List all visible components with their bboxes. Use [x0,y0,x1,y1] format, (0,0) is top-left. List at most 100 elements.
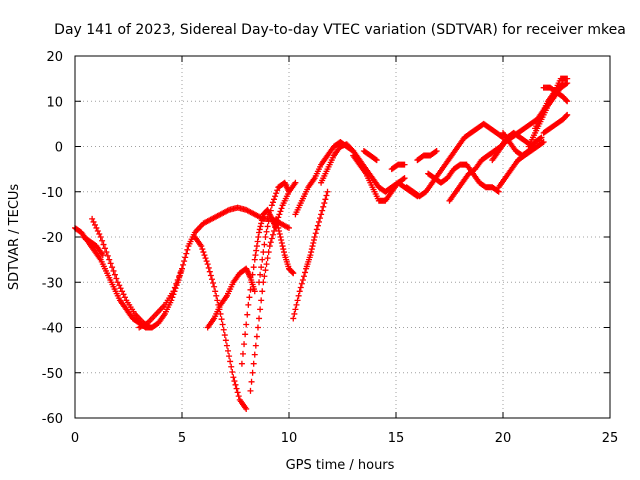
data-point [266,243,273,250]
data-point [278,205,285,212]
data-point [265,249,272,256]
data-point [263,228,270,235]
data-point [232,381,239,388]
data-point [286,224,292,231]
series-arc-20 [525,80,571,150]
data-point [253,333,260,340]
x-tick-label: 15 [388,431,405,446]
data-point [256,229,263,236]
data-point [104,252,111,259]
data-point [99,252,106,259]
data-point [249,271,256,278]
data-point [293,301,300,308]
y-axis-label: SDTVAR / TECUs [7,184,22,291]
data-point [202,255,209,262]
data-point [106,256,113,263]
data-point [280,246,287,253]
y-tick-labels: -60 -50 -40 -30 -20 -10 0 10 20 [42,50,63,427]
data-point [181,258,188,265]
data-point [252,342,259,349]
series-arc-9 [273,215,297,277]
series-arc-26 [360,148,380,164]
data-point [276,230,283,237]
data-point [537,135,544,142]
data-point [101,245,108,252]
data-point [262,267,269,274]
data-point [182,254,189,261]
data-point [229,368,236,375]
plot-frame [74,55,611,419]
y-tick-label: -50 [42,367,63,382]
y-tick-label: 10 [46,95,63,110]
data-point [312,230,319,237]
data-point [226,353,233,360]
data-point [264,223,271,230]
data-point [267,207,274,214]
data-point [286,188,292,195]
data-point [121,294,128,301]
data-point [170,288,177,295]
data-point [109,264,116,271]
series-arc-2 [89,215,153,331]
data-point [220,326,227,333]
data-point [246,294,253,301]
data-point [308,249,315,256]
data-point [238,360,245,367]
data-point [171,284,178,291]
data-point [253,247,260,254]
data-point [247,286,254,293]
data-point [228,363,235,370]
data-point [494,187,501,194]
data-point [275,224,282,231]
data-point [231,378,238,385]
data-point [289,269,296,276]
data-point [564,98,571,105]
y-tick-label: 20 [46,50,63,65]
data-point [258,220,265,227]
series-arc-27 [80,234,106,259]
data-point [254,324,261,331]
data-point [90,218,97,225]
series-arc-10 [290,188,331,322]
data-point [258,264,265,271]
data-point [539,139,546,146]
data-point [218,316,225,323]
data-point [210,280,217,287]
data-point [433,148,440,155]
data-point [222,337,229,344]
data-point [308,246,315,253]
data-point [110,267,117,274]
data-point [268,202,275,209]
data-point [97,234,104,240]
data-point [313,226,320,233]
data-point [201,252,208,259]
data-point [263,261,270,268]
data-point [235,393,242,400]
grid-lines [75,56,610,418]
data-point [183,250,190,257]
data-point [259,288,266,295]
data-point [119,288,126,295]
data-point [208,276,215,283]
data-point [294,297,301,304]
data-point [321,200,328,207]
series-arc-7 [247,179,299,394]
data-point [276,211,283,218]
data-point [250,360,257,367]
data-point [300,273,307,280]
data-point [198,243,205,250]
data-point [180,261,187,268]
y-tick-label: -10 [42,186,63,201]
data-point [295,292,302,299]
data-point [111,271,118,278]
data-point [257,271,264,278]
data-point [212,288,219,295]
data-point [251,351,258,358]
data-point [269,231,276,238]
data-point [255,234,262,240]
data-point [297,284,304,291]
data-point [260,249,267,256]
data-point [174,276,181,283]
data-point [184,246,191,253]
data-point [89,215,96,222]
